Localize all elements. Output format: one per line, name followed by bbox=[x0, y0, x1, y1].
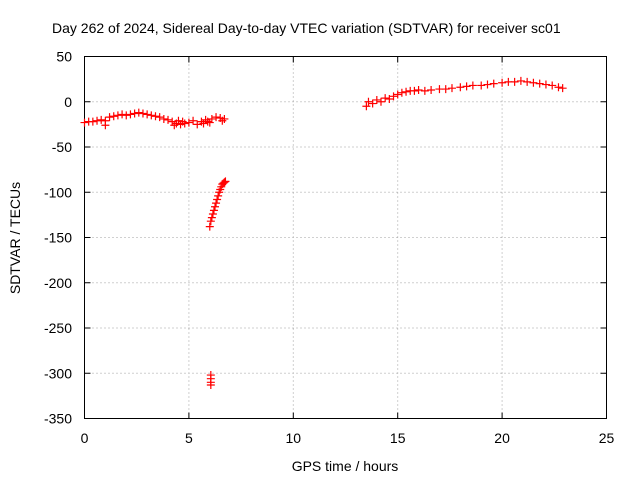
data-point bbox=[397, 88, 406, 97]
data-point bbox=[498, 78, 507, 87]
x-tick-label: 20 bbox=[494, 430, 510, 446]
data-point bbox=[462, 82, 471, 91]
data-point bbox=[93, 116, 102, 125]
data-point bbox=[364, 97, 373, 106]
data-point bbox=[88, 117, 97, 126]
axis-ticks bbox=[84, 56, 607, 419]
data-point bbox=[184, 118, 193, 127]
data-point bbox=[447, 84, 456, 93]
x-tick-label: 0 bbox=[81, 430, 89, 446]
data-point bbox=[118, 110, 127, 119]
x-tick-label: 10 bbox=[286, 430, 302, 446]
data-point bbox=[180, 119, 189, 128]
y-tick-label: -250 bbox=[44, 320, 72, 336]
data-point bbox=[516, 76, 525, 85]
data-point bbox=[113, 111, 122, 120]
data-point bbox=[147, 111, 156, 120]
data-point bbox=[427, 85, 436, 94]
y-tick-label: -150 bbox=[44, 230, 72, 246]
data-point bbox=[126, 110, 135, 119]
data-point bbox=[420, 86, 429, 95]
data-point bbox=[456, 83, 465, 92]
data-point bbox=[477, 81, 486, 90]
data-point bbox=[381, 94, 390, 103]
data-point bbox=[368, 99, 377, 108]
data-point bbox=[510, 77, 519, 86]
data-point bbox=[189, 116, 198, 125]
data-point bbox=[548, 81, 557, 90]
data-point bbox=[80, 118, 89, 127]
data-point bbox=[101, 121, 110, 130]
x-tick-label: 5 bbox=[185, 430, 193, 446]
x-tick-label: 25 bbox=[599, 430, 615, 446]
data-point bbox=[138, 109, 147, 118]
y-tick-label: -200 bbox=[44, 275, 72, 291]
data-point bbox=[122, 111, 131, 120]
data-point bbox=[97, 115, 106, 124]
data-point bbox=[385, 95, 394, 104]
data-point bbox=[558, 84, 567, 93]
data-point bbox=[402, 87, 411, 96]
data-point bbox=[483, 80, 492, 89]
data-point bbox=[541, 80, 550, 89]
data-point bbox=[155, 113, 164, 122]
data-point bbox=[151, 112, 160, 121]
y-tick-label: -100 bbox=[44, 184, 72, 200]
data-point bbox=[220, 114, 229, 123]
chart-title: Day 262 of 2024, Sidereal Day-to-day VTE… bbox=[52, 20, 561, 36]
data-point bbox=[372, 95, 381, 104]
data-point bbox=[159, 114, 168, 123]
data-point bbox=[214, 191, 223, 200]
data-point bbox=[206, 217, 215, 226]
y-tick-label: -50 bbox=[52, 139, 72, 155]
data-point bbox=[523, 77, 532, 86]
data-point bbox=[164, 115, 173, 124]
data-points bbox=[80, 76, 567, 390]
data-point bbox=[143, 110, 152, 119]
data-point bbox=[220, 178, 229, 187]
data-point bbox=[168, 117, 177, 126]
data-point bbox=[170, 121, 179, 130]
data-point bbox=[207, 114, 216, 123]
data-point bbox=[105, 113, 114, 122]
data-point bbox=[441, 85, 450, 94]
data-point bbox=[389, 92, 398, 101]
data-point bbox=[529, 78, 538, 87]
data-point bbox=[410, 86, 419, 95]
data-point bbox=[393, 90, 402, 99]
data-point bbox=[208, 209, 217, 218]
data-point bbox=[362, 102, 371, 111]
data-point bbox=[209, 206, 218, 215]
y-tick-label: -350 bbox=[44, 411, 72, 427]
data-point bbox=[205, 222, 214, 231]
y-axis-label: SDTVAR / TECUs bbox=[7, 182, 23, 294]
data-point bbox=[207, 213, 216, 222]
data-point bbox=[221, 177, 230, 186]
y-tick-label: -300 bbox=[44, 365, 72, 381]
data-point bbox=[109, 112, 118, 121]
data-point bbox=[212, 199, 221, 208]
data-point bbox=[211, 202, 219, 211]
x-axis-label: GPS time / hours bbox=[292, 458, 399, 474]
data-point bbox=[199, 119, 208, 128]
data-point bbox=[130, 109, 139, 118]
data-point bbox=[535, 79, 544, 88]
data-point bbox=[489, 79, 498, 88]
y-tick-labels: 50 0 -50 -100 -150 -200 -250 -300 -350 bbox=[44, 49, 72, 427]
data-point bbox=[212, 113, 221, 122]
x-tick-labels: 0 5 10 15 20 25 bbox=[81, 430, 615, 446]
y-tick-label: 0 bbox=[64, 94, 72, 110]
y-tick-label: 50 bbox=[56, 49, 72, 65]
data-point bbox=[468, 81, 477, 90]
data-point bbox=[134, 108, 143, 117]
data-point bbox=[414, 85, 423, 94]
data-point bbox=[213, 195, 222, 204]
data-point bbox=[376, 97, 385, 106]
gridlines bbox=[84, 56, 607, 419]
x-tick-label: 15 bbox=[390, 430, 406, 446]
data-point bbox=[193, 120, 202, 129]
data-point bbox=[206, 381, 215, 390]
data-point bbox=[554, 83, 563, 92]
